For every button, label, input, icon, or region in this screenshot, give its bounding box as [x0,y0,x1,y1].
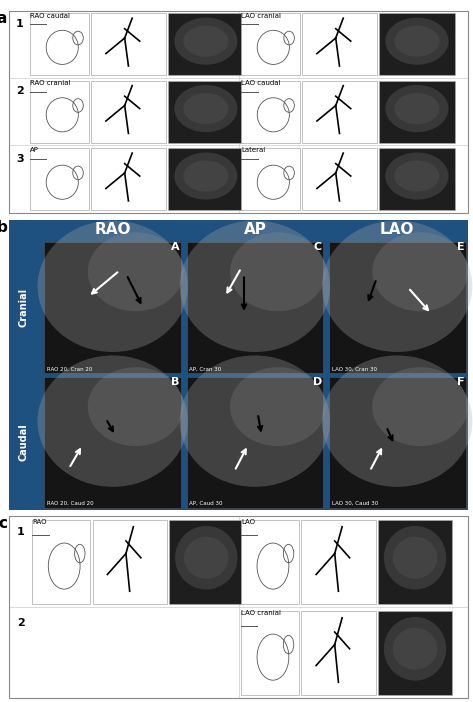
Ellipse shape [394,26,439,57]
Text: Lateral: Lateral [241,147,265,154]
Bar [241,81,299,143]
Ellipse shape [88,232,184,311]
Text: a: a [0,11,7,25]
Text: Caudal: Caudal [19,423,29,461]
Bar [329,376,465,508]
Text: RAO cranial: RAO cranial [30,80,70,86]
Text: Cranial: Cranial [19,288,29,327]
Ellipse shape [385,152,448,199]
Bar [302,81,377,143]
Bar [301,520,376,604]
Ellipse shape [385,85,448,132]
Text: AP: AP [244,223,266,237]
Text: LAO cranial: LAO cranial [241,610,281,616]
Text: B: B [171,377,180,387]
Ellipse shape [37,355,188,486]
Bar [168,81,244,143]
Ellipse shape [393,537,438,578]
Bar [301,611,376,695]
Text: E: E [456,242,464,252]
Bar [168,13,244,75]
Bar [44,376,181,508]
Text: A: A [171,242,180,252]
Ellipse shape [394,93,439,124]
Text: LAO cranial: LAO cranial [241,13,281,18]
Text: AP, Cran 30: AP, Cran 30 [189,366,221,371]
Text: RAO: RAO [32,519,47,525]
Bar [378,520,452,604]
Text: LAO: LAO [380,223,414,237]
Bar [93,520,167,604]
Bar [241,148,299,210]
Bar [169,520,244,604]
Text: AP, Caud 30: AP, Caud 30 [189,501,223,506]
Ellipse shape [88,367,184,446]
Ellipse shape [175,526,237,590]
Ellipse shape [393,628,438,670]
Ellipse shape [175,152,237,199]
Bar [241,611,299,695]
Text: 3: 3 [16,154,24,164]
Text: RAO 20, Caud 20: RAO 20, Caud 20 [47,501,94,506]
Text: RAO 20, Cran 20: RAO 20, Cran 20 [47,366,92,371]
Text: LAO 30, Caud 30: LAO 30, Caud 30 [332,501,378,506]
Bar [168,148,244,210]
Ellipse shape [184,26,228,57]
Ellipse shape [184,93,228,124]
Text: C: C [314,242,322,252]
Text: RAO caudal: RAO caudal [30,13,70,18]
Ellipse shape [394,161,439,192]
Ellipse shape [372,232,468,311]
Text: LAO 30, Cran 30: LAO 30, Cran 30 [332,366,377,371]
Ellipse shape [37,220,188,352]
Text: AP: AP [30,147,39,154]
Ellipse shape [230,232,326,311]
Text: D: D [313,377,322,387]
Ellipse shape [180,355,330,486]
Ellipse shape [175,85,237,132]
Bar [379,81,455,143]
Bar [30,148,88,210]
Text: b: b [0,220,7,234]
Bar [241,520,299,604]
Text: LAO caudal: LAO caudal [241,80,280,86]
Text: 1: 1 [16,19,24,29]
Bar [30,81,88,143]
Bar [329,241,465,373]
Ellipse shape [322,220,473,352]
Bar [91,13,166,75]
Ellipse shape [384,617,446,681]
Ellipse shape [184,537,228,578]
Bar [302,13,377,75]
Bar [91,148,166,210]
Ellipse shape [322,355,473,486]
Text: 2: 2 [17,618,25,628]
Text: 2: 2 [16,86,24,96]
Bar [302,148,377,210]
Bar [32,520,90,604]
Text: LAO: LAO [241,519,255,525]
Bar [186,241,323,373]
Ellipse shape [180,220,330,352]
Bar [91,81,166,143]
Text: c: c [0,517,7,531]
Text: RAO: RAO [95,223,131,237]
Text: 1: 1 [17,527,25,537]
Ellipse shape [372,367,468,446]
Ellipse shape [230,367,326,446]
Bar [379,13,455,75]
Bar [30,13,88,75]
Ellipse shape [175,18,237,65]
Text: F: F [456,377,464,387]
Bar [379,148,455,210]
Ellipse shape [384,526,446,590]
Bar [44,241,181,373]
Ellipse shape [385,18,448,65]
Bar [378,611,452,695]
Bar [186,376,323,508]
Ellipse shape [184,161,228,192]
Bar [241,13,299,75]
